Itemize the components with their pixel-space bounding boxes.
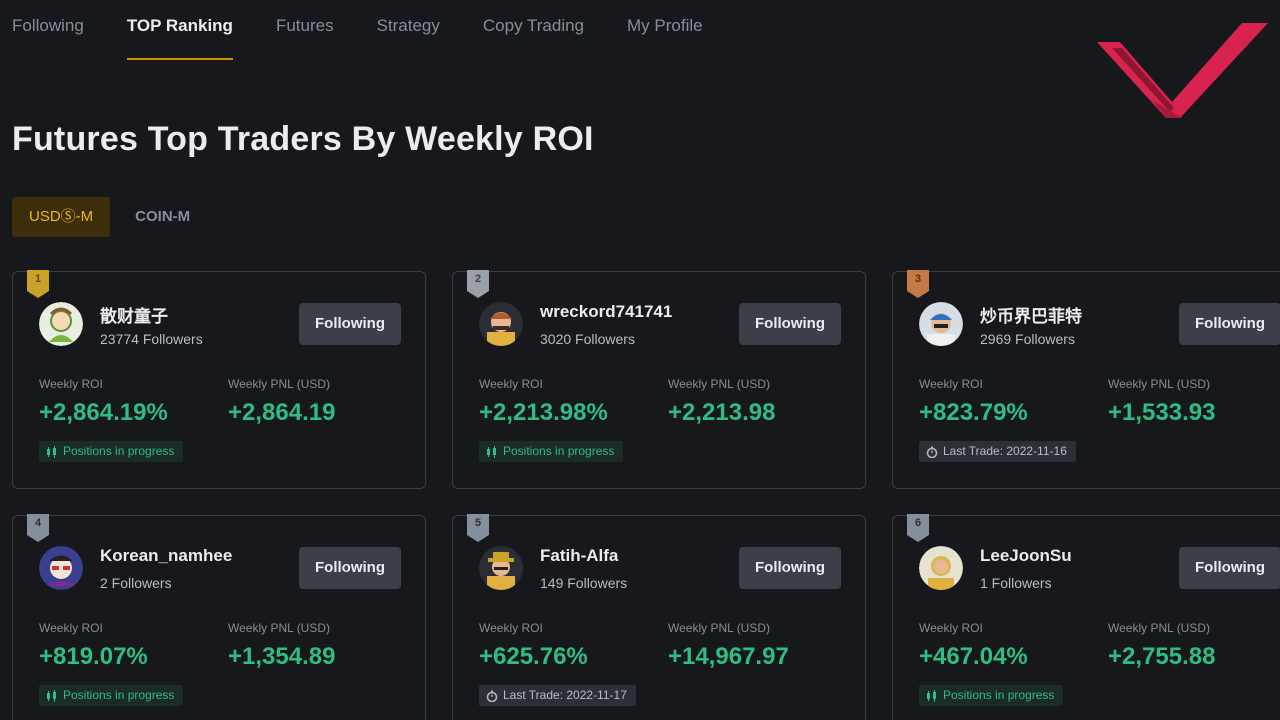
following-button[interactable]: Following [739,303,841,345]
weekly-roi-label: Weekly ROI [919,621,983,635]
avatar [479,546,523,590]
usds-m-tab[interactable]: USDⓈ-M [12,197,111,237]
rank-number: 4 [34,517,42,529]
weekly-roi-value: +467.04% [919,643,1028,670]
candlestick-icon [927,689,936,702]
status-text: Positions in progress [63,688,175,702]
weekly-pnl-value: +2,864.19 [228,399,336,426]
tab-top-ranking[interactable]: TOP Ranking [126,0,234,60]
rank-number: 6 [914,517,922,529]
trader-card[interactable]: 6 LeeJoonSu 1 Followers Following Weekly… [892,514,1280,720]
rank-number: 1 [34,273,42,285]
tab-strategy[interactable]: Strategy [376,16,440,35]
brand-logo [1092,20,1272,125]
weekly-pnl-value: +1,354.89 [228,643,336,670]
weekly-pnl-label: Weekly PNL (USD) [1108,377,1211,391]
status-tag: Positions in progress [39,685,184,706]
rank-medal: 6 [907,514,929,542]
follower-count: 3020 Followers [540,331,635,347]
avatar [39,546,83,590]
status-text: Positions in progress [943,688,1055,702]
candlestick-icon [47,689,56,702]
rank-medal-silver: 2 [467,270,489,298]
follower-count: 1 Followers [980,575,1052,591]
status-text: Last Trade: 2022-11-17 [503,688,627,702]
trader-name[interactable]: 散财童子 [100,307,168,326]
trader-name[interactable]: Korean_namhee [100,546,233,565]
follower-count: 149 Followers [540,575,628,591]
stopwatch-icon [926,446,938,458]
avatar [479,302,523,346]
status-tag: Positions in progress [919,685,1064,706]
weekly-pnl-value: +1,533.93 [1108,399,1216,426]
weekly-roi-label: Weekly ROI [919,377,983,391]
rank-number: 3 [914,273,922,285]
tab-futures[interactable]: Futures [275,16,334,35]
status-tag: Positions in progress [39,441,184,462]
status-tag: Last Trade: 2022-11-17 [479,685,636,706]
stopwatch-icon [486,690,498,702]
weekly-pnl-label: Weekly PNL (USD) [668,377,771,391]
trader-card[interactable]: 3 炒币界巴菲特 2969 Followers Following Weekly… [892,270,1280,489]
weekly-pnl-label: Weekly PNL (USD) [228,377,331,391]
rank-number: 2 [474,273,482,285]
weekly-roi-label: Weekly ROI [39,377,103,391]
weekly-roi-value: +2,213.98% [479,399,608,426]
follower-count: 23774 Followers [100,331,203,347]
following-button[interactable]: Following [1179,303,1280,345]
rank-medal: 5 [467,514,489,542]
weekly-pnl-value: +2,755.88 [1108,643,1216,670]
weekly-roi-value: +625.76% [479,643,588,670]
trader-card[interactable]: 1 散财童子 23774 Followers Following Weekly … [12,270,426,489]
trader-name[interactable]: Fatih-Alfa [540,546,619,565]
avatar [919,546,963,590]
weekly-pnl-value: +2,213.98 [668,399,776,426]
weekly-pnl-label: Weekly PNL (USD) [1108,621,1211,635]
status-text: Last Trade: 2022-11-16 [943,444,1067,458]
weekly-roi-value: +823.79% [919,399,1028,426]
rank-medal: 4 [27,514,49,542]
status-text: Positions in progress [503,444,615,458]
page-title: Futures Top Traders By Weekly ROI [12,120,594,158]
weekly-roi-value: +2,864.19% [39,399,168,426]
tab-copy-trading[interactable]: Copy Trading [482,16,585,35]
rank-medal-gold: 1 [27,270,49,298]
weekly-pnl-value: +14,967.97 [668,643,789,670]
avatar [919,302,963,346]
top-nav: Following TOP Ranking Futures Strategy C… [0,0,703,60]
candlestick-icon [487,445,496,458]
following-button[interactable]: Following [739,547,841,589]
following-button[interactable]: Following [1179,547,1280,589]
weekly-roi-label: Weekly ROI [39,621,103,635]
tab-following[interactable]: Following [12,16,84,35]
candlestick-icon [47,445,56,458]
follower-count: 2969 Followers [980,331,1075,347]
trader-name[interactable]: 炒币界巴菲特 [980,307,1082,326]
weekly-roi-label: Weekly ROI [479,377,543,391]
trader-card[interactable]: 5 Fatih-Alfa 149 Followers Following Wee… [452,514,866,720]
weekly-roi-label: Weekly ROI [479,621,543,635]
following-button[interactable]: Following [299,303,401,345]
trader-name[interactable]: wreckord741741 [540,302,673,321]
status-tag: Positions in progress [479,441,624,462]
avatar [39,302,83,346]
following-button[interactable]: Following [299,547,401,589]
trader-card[interactable]: 4 Korean_namhee 2 Followers Following We… [12,514,426,720]
coin-m-tab[interactable]: COIN-M [135,208,191,225]
weekly-pnl-label: Weekly PNL (USD) [228,621,331,635]
tab-my-profile[interactable]: My Profile [627,16,703,35]
follower-count: 2 Followers [100,575,172,591]
trader-name[interactable]: LeeJoonSu [980,546,1072,565]
status-text: Positions in progress [63,444,175,458]
status-tag: Last Trade: 2022-11-16 [919,441,1076,462]
weekly-roi-value: +819.07% [39,643,148,670]
weekly-pnl-label: Weekly PNL (USD) [668,621,771,635]
rank-number: 5 [474,517,482,529]
rank-medal-bronze: 3 [907,270,929,298]
trader-card[interactable]: 2 wreckord741741 3020 Followers Followin… [452,270,866,489]
market-toggle: USDⓈ-M COIN-M [12,197,205,237]
